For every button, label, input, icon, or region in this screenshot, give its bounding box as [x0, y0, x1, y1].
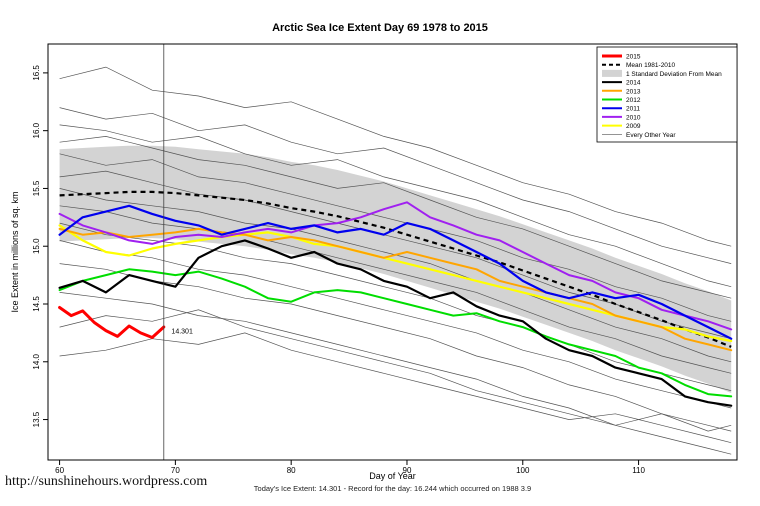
svg-text:60: 60 [55, 466, 64, 475]
svg-text:14.0: 14.0 [32, 353, 41, 369]
svg-text:110: 110 [632, 466, 645, 475]
ice-extent-summary: Today's Ice Extent: 14.301 - Record for … [253, 484, 532, 493]
svg-text:14.301: 14.301 [171, 329, 193, 336]
svg-text:2010: 2010 [626, 114, 641, 121]
svg-text:Every Other Year: Every Other Year [626, 132, 676, 139]
svg-text:15.0: 15.0 [32, 238, 41, 254]
svg-text:70: 70 [171, 466, 180, 475]
svg-text:13.5: 13.5 [32, 411, 41, 427]
svg-text:15.5: 15.5 [32, 180, 41, 196]
y-axis-label: Ice Extent in millions of sq. km [10, 191, 20, 313]
svg-text:1 Standard Deviation From Mean: 1 Standard Deviation From Mean [626, 71, 722, 78]
svg-text:2013: 2013 [626, 88, 641, 95]
svg-text:2012: 2012 [626, 97, 641, 104]
svg-text:14.5: 14.5 [32, 296, 41, 312]
svg-text:2015: 2015 [626, 54, 641, 61]
x-axis-label: Day of Year [369, 471, 416, 481]
chart-title: Arctic Sea Ice Extent Day 69 1978 to 201… [272, 22, 488, 34]
svg-text:100: 100 [516, 466, 530, 475]
svg-text:90: 90 [403, 466, 412, 475]
svg-text:2014: 2014 [626, 80, 641, 87]
svg-text:2009: 2009 [626, 123, 641, 130]
svg-text:16.0: 16.0 [32, 122, 41, 138]
svg-text:16.5: 16.5 [32, 65, 41, 81]
site-url-link[interactable]: http://sunshinehours.wordpress.com [5, 474, 208, 489]
svg-text:2011: 2011 [626, 106, 640, 113]
svg-text:80: 80 [287, 466, 296, 475]
svg-text:Mean 1981-2010: Mean 1981-2010 [626, 62, 676, 69]
